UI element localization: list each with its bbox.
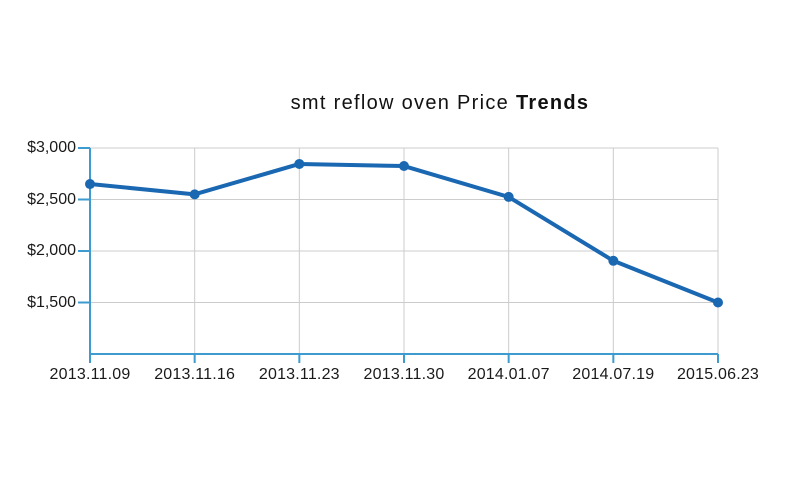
y-axis-label: $2,000 <box>27 242 76 259</box>
y-axis-label: $1,500 <box>27 293 76 311</box>
chart-title-regular: smt reflow oven Price <box>290 92 516 114</box>
data-point <box>503 191 514 202</box>
y-axis-label: $3,000 <box>27 139 76 156</box>
data-point <box>294 158 305 169</box>
data-point <box>399 161 409 172</box>
x-axis-label: 2013.11.16 <box>154 366 236 383</box>
data-point <box>85 179 95 190</box>
y-axis-label: $2,500 <box>27 190 76 208</box>
data-point <box>189 189 200 200</box>
x-axis-label: 2013.11.30 <box>363 366 445 383</box>
x-axis-label: 2015.06.23 <box>676 366 760 383</box>
chart-title-bold: Trends <box>515 92 590 114</box>
x-axis-label: 2014.07.19 <box>572 366 655 383</box>
x-axis-label: 2014.01.07 <box>467 366 550 383</box>
chart-title: smt reflow oven Price Trends <box>291 92 590 115</box>
data-point <box>608 255 619 266</box>
x-axis-label: 2013.11.09 <box>49 366 131 383</box>
x-axis-label: 2013.11.23 <box>258 366 340 383</box>
data-point <box>713 297 723 308</box>
